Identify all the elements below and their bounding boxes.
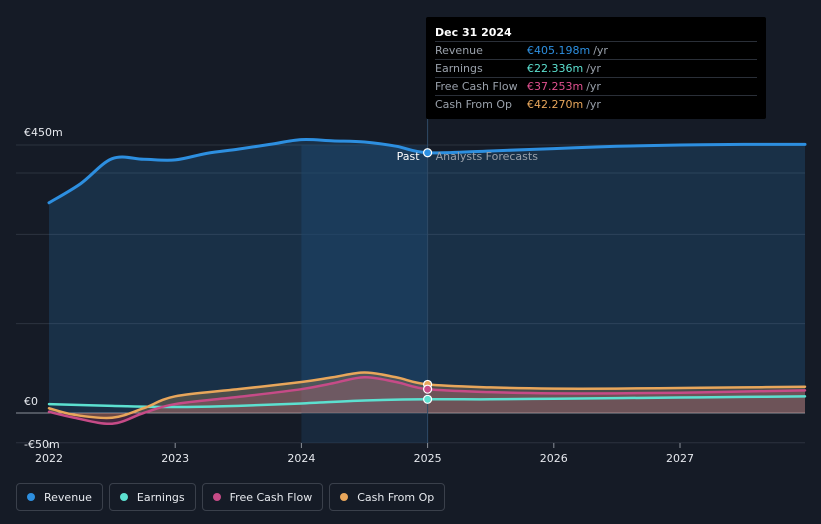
x-tick-label: 2023 bbox=[161, 452, 189, 465]
x-tick-label: 2026 bbox=[540, 452, 568, 465]
legend-dot-icon bbox=[119, 493, 128, 501]
legend-item-earnings[interactable]: Earnings bbox=[108, 483, 196, 511]
legend-item-cash-from-op[interactable]: Cash From Op bbox=[329, 483, 446, 511]
x-axis-labels: 2022 2023 2024 2025 2026 2027 bbox=[35, 443, 694, 465]
legend-dot-icon bbox=[27, 493, 35, 501]
revenue-marker bbox=[423, 148, 433, 158]
tooltip-series-value: €405.198m bbox=[527, 44, 591, 57]
series-lines bbox=[47, 138, 807, 426]
chart-legend: Revenue Earnings Free Cash Flow Cash From O… bbox=[16, 483, 446, 511]
tooltip-row-free-cash-flow: Free Cash Flow €37.253m/yr bbox=[435, 77, 757, 95]
tooltip-series-name: Earnings bbox=[435, 62, 483, 75]
tooltip-series-name: Free Cash Flow bbox=[435, 80, 518, 93]
x-tick-label: 2025 bbox=[414, 452, 442, 465]
y-tick-label: €450m bbox=[24, 126, 63, 139]
legend-label: Cash From Op bbox=[357, 490, 435, 504]
legend-item-free-cash-flow[interactable]: Free Cash Flow bbox=[201, 483, 324, 511]
legend-label: Revenue bbox=[44, 490, 92, 504]
tooltip-series-value: €42.270m bbox=[527, 98, 584, 111]
past-year-highlight bbox=[301, 145, 428, 443]
legend-label: Free Cash Flow bbox=[229, 490, 313, 504]
legend-label: Earnings bbox=[136, 490, 185, 504]
tooltip-series-value: €37.253m bbox=[527, 80, 584, 93]
legend-dot-icon bbox=[212, 493, 221, 501]
free-cash-flow-line bbox=[47, 376, 807, 426]
data-tooltip: Dec 31 2024 Revenue €405.198m/yr Earnings €… bbox=[426, 17, 766, 119]
past-label: Past bbox=[397, 150, 421, 163]
x-tick-label: 2022 bbox=[35, 452, 63, 465]
cash-from-op-line bbox=[47, 371, 807, 420]
y-tick-label: -€50m bbox=[24, 438, 60, 451]
y-tick-label: €0 bbox=[24, 395, 38, 408]
tooltip-series-name: Cash From Op bbox=[435, 98, 513, 111]
tooltip-unit: /yr bbox=[593, 44, 608, 57]
tooltip-row-revenue: Revenue €405.198m/yr bbox=[435, 41, 757, 59]
earnings-marker bbox=[423, 394, 433, 404]
legend-dot-icon bbox=[340, 493, 349, 501]
series-markers bbox=[423, 148, 433, 404]
legend-item-revenue[interactable]: Revenue bbox=[16, 483, 103, 511]
tooltip-series-name: Revenue bbox=[435, 44, 483, 57]
free-cash-flow-marker bbox=[423, 384, 433, 394]
y-axis-labels: €450m €0 -€50m bbox=[24, 126, 63, 451]
tooltip-row-cash-from-op: Cash From Op €42.270m/yr bbox=[435, 95, 757, 113]
revenue-area bbox=[49, 139, 805, 414]
financial-chart: Past Analysts Forecasts €450m €0 -€50m 202… bbox=[16, 119, 807, 465]
tooltip-unit: /yr bbox=[586, 98, 601, 111]
tooltip-unit: /yr bbox=[586, 80, 601, 93]
x-tick-label: 2024 bbox=[287, 452, 315, 465]
tooltip-unit: /yr bbox=[586, 62, 601, 75]
tooltip-row-earnings: Earnings €22.336m/yr bbox=[435, 59, 757, 77]
forecast-label: Analysts Forecasts bbox=[436, 150, 539, 163]
x-tick-label: 2027 bbox=[666, 452, 694, 465]
tooltip-series-value: €22.336m bbox=[527, 62, 584, 75]
revenue-line bbox=[47, 138, 807, 205]
tooltip-date: Dec 31 2024 bbox=[435, 26, 512, 39]
